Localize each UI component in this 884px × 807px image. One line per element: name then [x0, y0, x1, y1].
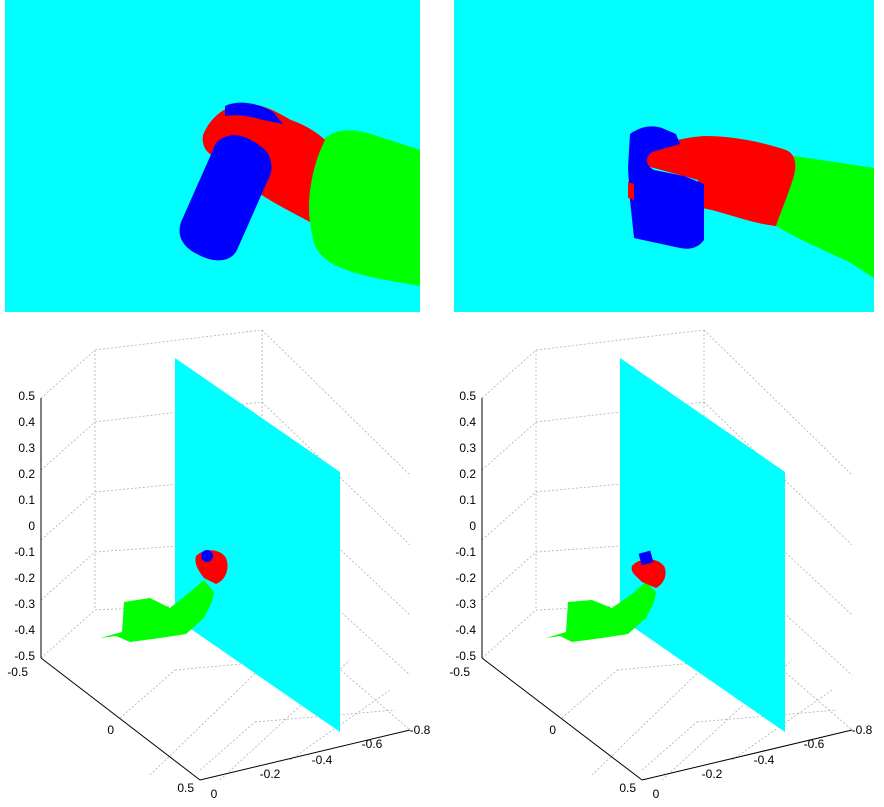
- hand-region: [641, 136, 796, 226]
- z-tick: -0.1: [14, 545, 35, 559]
- object-region: [179, 135, 272, 261]
- z-tick: 0: [28, 519, 35, 533]
- segmentation-image-left: [5, 0, 420, 312]
- z-tick: 0.1: [459, 493, 476, 507]
- z-tick: 0.2: [459, 467, 476, 481]
- x-tick-labels: -0.5 0 0.5: [449, 665, 636, 795]
- z-tick: -0.2: [455, 571, 476, 585]
- z-tick: -0.3: [14, 597, 35, 611]
- y-tick: -0.2: [260, 767, 281, 781]
- segmentation-canvas-left: [5, 0, 420, 312]
- x-tick: 0: [549, 723, 556, 737]
- x-tick: -0.5: [449, 665, 470, 679]
- z-tick: 0.1: [18, 493, 35, 507]
- y-tick: 0: [653, 787, 660, 801]
- arm-region: [308, 130, 420, 286]
- arm-points: [100, 580, 214, 642]
- x-tick: 0.5: [177, 781, 194, 795]
- x-tick-labels: -0.5 0 0.5: [7, 665, 194, 795]
- z-tick-labels: 0.5 0.4 0.3 0.2 0.1 0 -0.1 -0.2 -0.3 -0.…: [14, 389, 35, 663]
- pointcloud-canvas-left: 0.5 0.4 0.3 0.2 0.1 0 -0.1 -0.2 -0.3 -0.…: [7, 329, 431, 801]
- z-tick: 0.3: [18, 441, 35, 455]
- hand-back-region: [628, 182, 634, 200]
- z-tick: 0.4: [459, 415, 476, 429]
- segmentation-canvas-right: [454, 0, 874, 312]
- segmentation-image-right: [454, 0, 874, 312]
- z-tick: 0.2: [18, 467, 35, 481]
- arm-region: [776, 156, 874, 278]
- object-top-region: [225, 102, 283, 124]
- pointcloud-plot-left: 0.5 0.4 0.3 0.2 0.1 0 -0.1 -0.2 -0.3 -0.…: [0, 329, 442, 802]
- object-points: [638, 550, 654, 566]
- z-tick: 0.4: [18, 415, 35, 429]
- y-tick: -0.8: [410, 723, 431, 737]
- y-tick: 0: [211, 787, 218, 801]
- object-points: [201, 550, 213, 562]
- z-tick: 0: [469, 519, 476, 533]
- y-tick: -0.6: [362, 737, 383, 751]
- hand-points: [631, 559, 666, 588]
- z-tick: -0.5: [455, 649, 476, 663]
- z-tick: 0.5: [459, 389, 476, 403]
- y-tick: -0.4: [754, 753, 775, 767]
- z-tick: 0.5: [18, 389, 35, 403]
- y-tick: -0.2: [702, 767, 723, 781]
- y-tick-labels: 0 -0.2 -0.4 -0.6 -0.8: [653, 723, 873, 801]
- z-tick: -0.4: [455, 623, 476, 637]
- y-tick: -0.6: [804, 737, 825, 751]
- x-tick: 0.5: [619, 781, 636, 795]
- z-tick: 0.3: [459, 441, 476, 455]
- pointcloud-canvas-right: 0.5 0.4 0.3 0.2 0.1 0 -0.1 -0.2 -0.3 -0.…: [449, 329, 873, 801]
- y-tick-labels: 0 -0.2 -0.4 -0.6 -0.8: [211, 723, 431, 801]
- axes: [40, 398, 411, 781]
- z-tick: -0.4: [14, 623, 35, 637]
- z-tick: -0.3: [455, 597, 476, 611]
- y-tick: -0.4: [312, 753, 333, 767]
- arm-points: [546, 582, 656, 642]
- z-tick-labels: 0.5 0.4 0.3 0.2 0.1 0 -0.1 -0.2 -0.3 -0.…: [455, 389, 476, 663]
- x-tick: 0: [107, 723, 114, 737]
- z-tick: -0.2: [14, 571, 35, 585]
- y-tick: -0.8: [852, 723, 873, 737]
- background-plane: [175, 358, 340, 732]
- z-tick: -0.5: [14, 649, 35, 663]
- background-plane: [620, 358, 785, 732]
- x-tick: -0.5: [7, 665, 28, 679]
- pointcloud-plot-right: 0.5 0.4 0.3 0.2 0.1 0 -0.1 -0.2 -0.3 -0.…: [442, 329, 884, 802]
- object-region: [628, 126, 704, 249]
- axes: [481, 398, 853, 781]
- z-tick: -0.1: [455, 545, 476, 559]
